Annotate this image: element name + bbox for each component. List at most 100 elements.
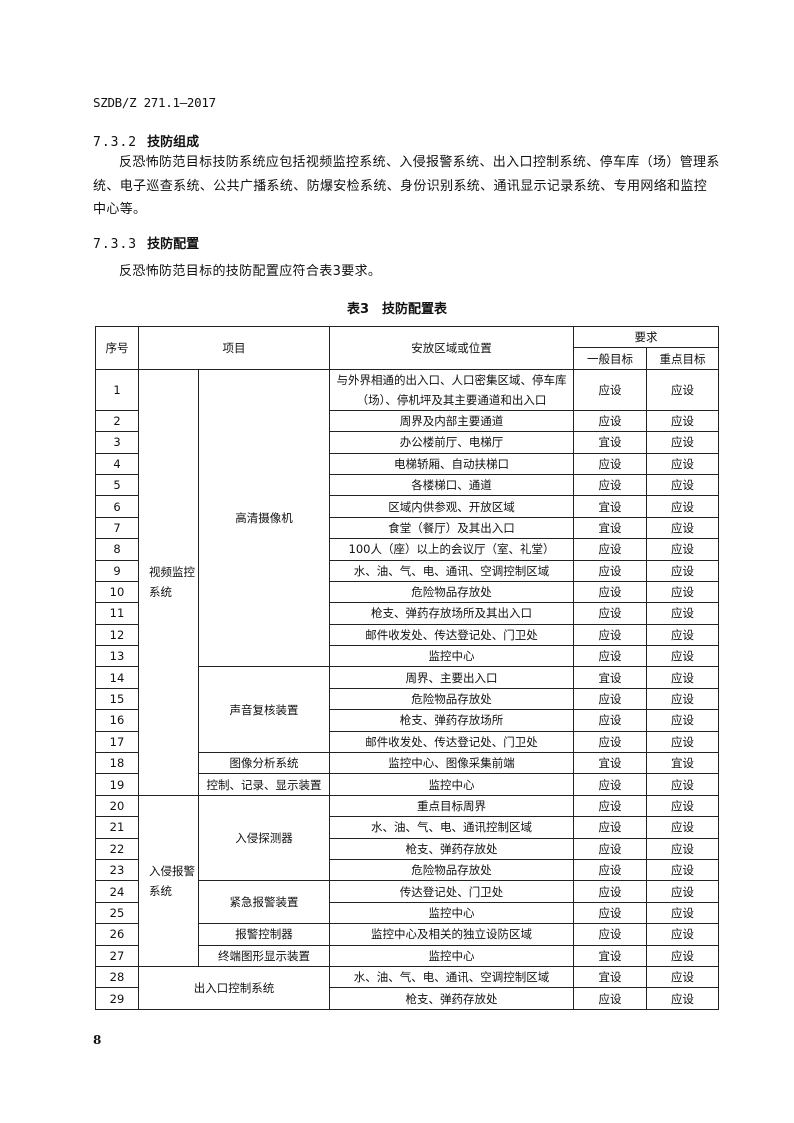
location-cell: 监控中心	[329, 944, 574, 967]
location-cell: 邮件收发处、传达登记处、门卫处	[329, 623, 574, 647]
general-target-cell: 应设	[573, 623, 647, 647]
tech-config-table: 序号 项目 安放区域或位置 要求 一般目标 重点目标 1 视频监控系统 高清摄像机与…	[95, 325, 719, 1010]
location-cell: 监控中心	[329, 773, 574, 796]
table-row: 11 枪支、弹药存放场所及其出入口 应设 应设	[95, 602, 719, 625]
general-target-cell: 应设	[573, 645, 647, 668]
key-target-cell: 应设	[646, 858, 719, 882]
section-title: 技防组成	[147, 135, 200, 150]
key-target-cell: 应设	[646, 538, 719, 561]
key-target-cell: 应设	[646, 965, 719, 989]
general-target-cell: 应设	[573, 837, 647, 860]
key-target-cell: 应设	[646, 431, 719, 454]
location-cell: 枪支、弹药存放处	[329, 837, 574, 860]
row-number: 1	[95, 368, 139, 411]
section-number: 7.3.2	[93, 135, 138, 150]
location-cell: 枪支、弹药存放场所	[329, 709, 574, 732]
location-cell: 重点目标周界	[329, 794, 574, 818]
row-number: 19	[95, 773, 139, 796]
general-target-cell: 宜设	[573, 495, 647, 518]
location-cell: 区域内供参观、开放区域	[329, 495, 574, 518]
location-cell: 办公楼前厅、电梯厅	[329, 431, 574, 454]
row-number: 15	[95, 687, 139, 711]
location-cell: 食堂（餐厅）及其出入口	[329, 516, 574, 540]
general-target-cell: 宜设	[573, 666, 647, 689]
row-number: 20	[95, 794, 139, 818]
general-target-cell: 应设	[573, 923, 647, 946]
location-cell: 周界、主要出入口	[329, 666, 574, 689]
key-target-cell: 应设	[646, 580, 719, 604]
key-target-cell: 应设	[646, 495, 719, 518]
location-cell: 监控中心及相关的独立设防区域	[329, 923, 574, 946]
header-location: 安放区域或位置	[329, 326, 574, 370]
key-target-cell: 应设	[646, 623, 719, 647]
row-number: 24	[95, 880, 139, 903]
row-number: 4	[95, 452, 139, 475]
row-number: 27	[95, 944, 139, 967]
key-target-cell: 应设	[646, 709, 719, 732]
item-cell: 报警控制器	[198, 923, 330, 946]
row-number: 22	[95, 837, 139, 860]
general-target-cell: 应设	[573, 730, 647, 754]
location-cell: 危险物品存放处	[329, 687, 574, 711]
paragraph-tech-config: 反恐怖防范目标的技防配置应符合表3要求。	[119, 264, 382, 279]
location-cell: 传达登记处、门卫处	[329, 880, 574, 903]
item-cell: 入侵探测器	[198, 794, 330, 882]
key-target-cell: 应设	[646, 452, 719, 475]
page-number: 8	[93, 1033, 102, 1047]
key-target-cell: 应设	[646, 559, 719, 582]
row-number: 6	[95, 495, 139, 518]
general-target-cell: 应设	[573, 473, 647, 497]
table-row: 7 食堂（餐厅）及其出入口 宜设 应设	[95, 516, 719, 540]
row-number: 14	[95, 666, 139, 689]
key-target-cell: 应设	[646, 409, 719, 433]
table-row: 9 水、油、气、电、通讯、空调控制区域 应设 应设	[95, 559, 719, 582]
general-target-cell: 宜设	[573, 516, 647, 540]
key-target-cell: 应设	[646, 666, 719, 689]
location-cell: 危险物品存放处	[329, 858, 574, 882]
general-target-cell: 应设	[573, 773, 647, 796]
location-cell: 水、油、气、电、通讯控制区域	[329, 816, 574, 839]
general-target-cell: 应设	[573, 580, 647, 604]
row-number: 29	[95, 987, 139, 1010]
row-number: 2	[95, 409, 139, 433]
row-number: 7	[95, 516, 139, 540]
table-row: 15 危险物品存放处 应设 应设	[95, 687, 719, 711]
location-cell: 水、油、气、电、通讯、空调控制区域	[329, 559, 574, 582]
location-cell: 水、油、气、电、通讯、空调控制区域	[329, 965, 574, 989]
key-target-cell: 应设	[646, 645, 719, 668]
row-number: 13	[95, 645, 139, 668]
key-target-cell: 应设	[646, 901, 719, 925]
location-cell: 邮件收发处、传达登记处、门卫处	[329, 730, 574, 754]
general-target-cell: 应设	[573, 858, 647, 882]
system-cell: 出入口控制系统	[138, 965, 330, 1010]
header-item: 项目	[138, 326, 330, 370]
row-number: 21	[95, 816, 139, 839]
key-target-cell: 应设	[646, 880, 719, 903]
section-title: 技防配置	[147, 237, 200, 252]
general-target-cell: 应设	[573, 368, 647, 411]
section-heading-7-3-2: 7.3.2 技防组成	[93, 131, 199, 150]
row-number: 28	[95, 965, 139, 989]
table-row: 16 枪支、弹药存放场所 应设 应设	[95, 709, 719, 732]
row-number: 12	[95, 623, 139, 647]
item-cell: 控制、记录、显示装置	[198, 773, 330, 796]
table-caption: 表3 技防配置表	[346, 302, 448, 317]
table-row: 20 入侵报警系统 入侵探测器 重点目标周界 应设 应设	[95, 794, 719, 967]
table-row: 19 控制、记录、显示装置 监控中心 应设 应设	[95, 773, 719, 796]
item-cell: 声音复核装置	[198, 666, 330, 754]
paragraph-tech-composition: 反恐怖防范目标技防系统应包括视频监控系统、入侵报警系统、出入口控制系统、停车库（…	[93, 155, 720, 217]
row-number: 11	[95, 602, 139, 625]
row-number: 23	[95, 858, 139, 882]
general-target-cell: 宜设	[573, 752, 647, 775]
item-cell: 高清摄像机	[198, 368, 330, 668]
row-number: 18	[95, 752, 139, 775]
table-row: 14 声音复核装置 周界、主要出入口 宜设 应设	[95, 666, 719, 754]
table-row: 25 监控中心 应设 应设	[95, 901, 719, 925]
location-cell: 危险物品存放处	[329, 580, 574, 604]
location-cell: 监控中心	[329, 901, 574, 925]
table-row: 29 枪支、弹药存放处 应设 应设	[95, 987, 719, 1010]
header-key-target: 重点目标	[646, 347, 719, 370]
general-target-cell: 宜设	[573, 431, 647, 454]
key-target-cell: 应设	[646, 816, 719, 839]
table-row: 1 视频监控系统 高清摄像机 与外界相通的出入口、人口密集区域、停车库（场）、停机坪及…	[95, 368, 719, 796]
